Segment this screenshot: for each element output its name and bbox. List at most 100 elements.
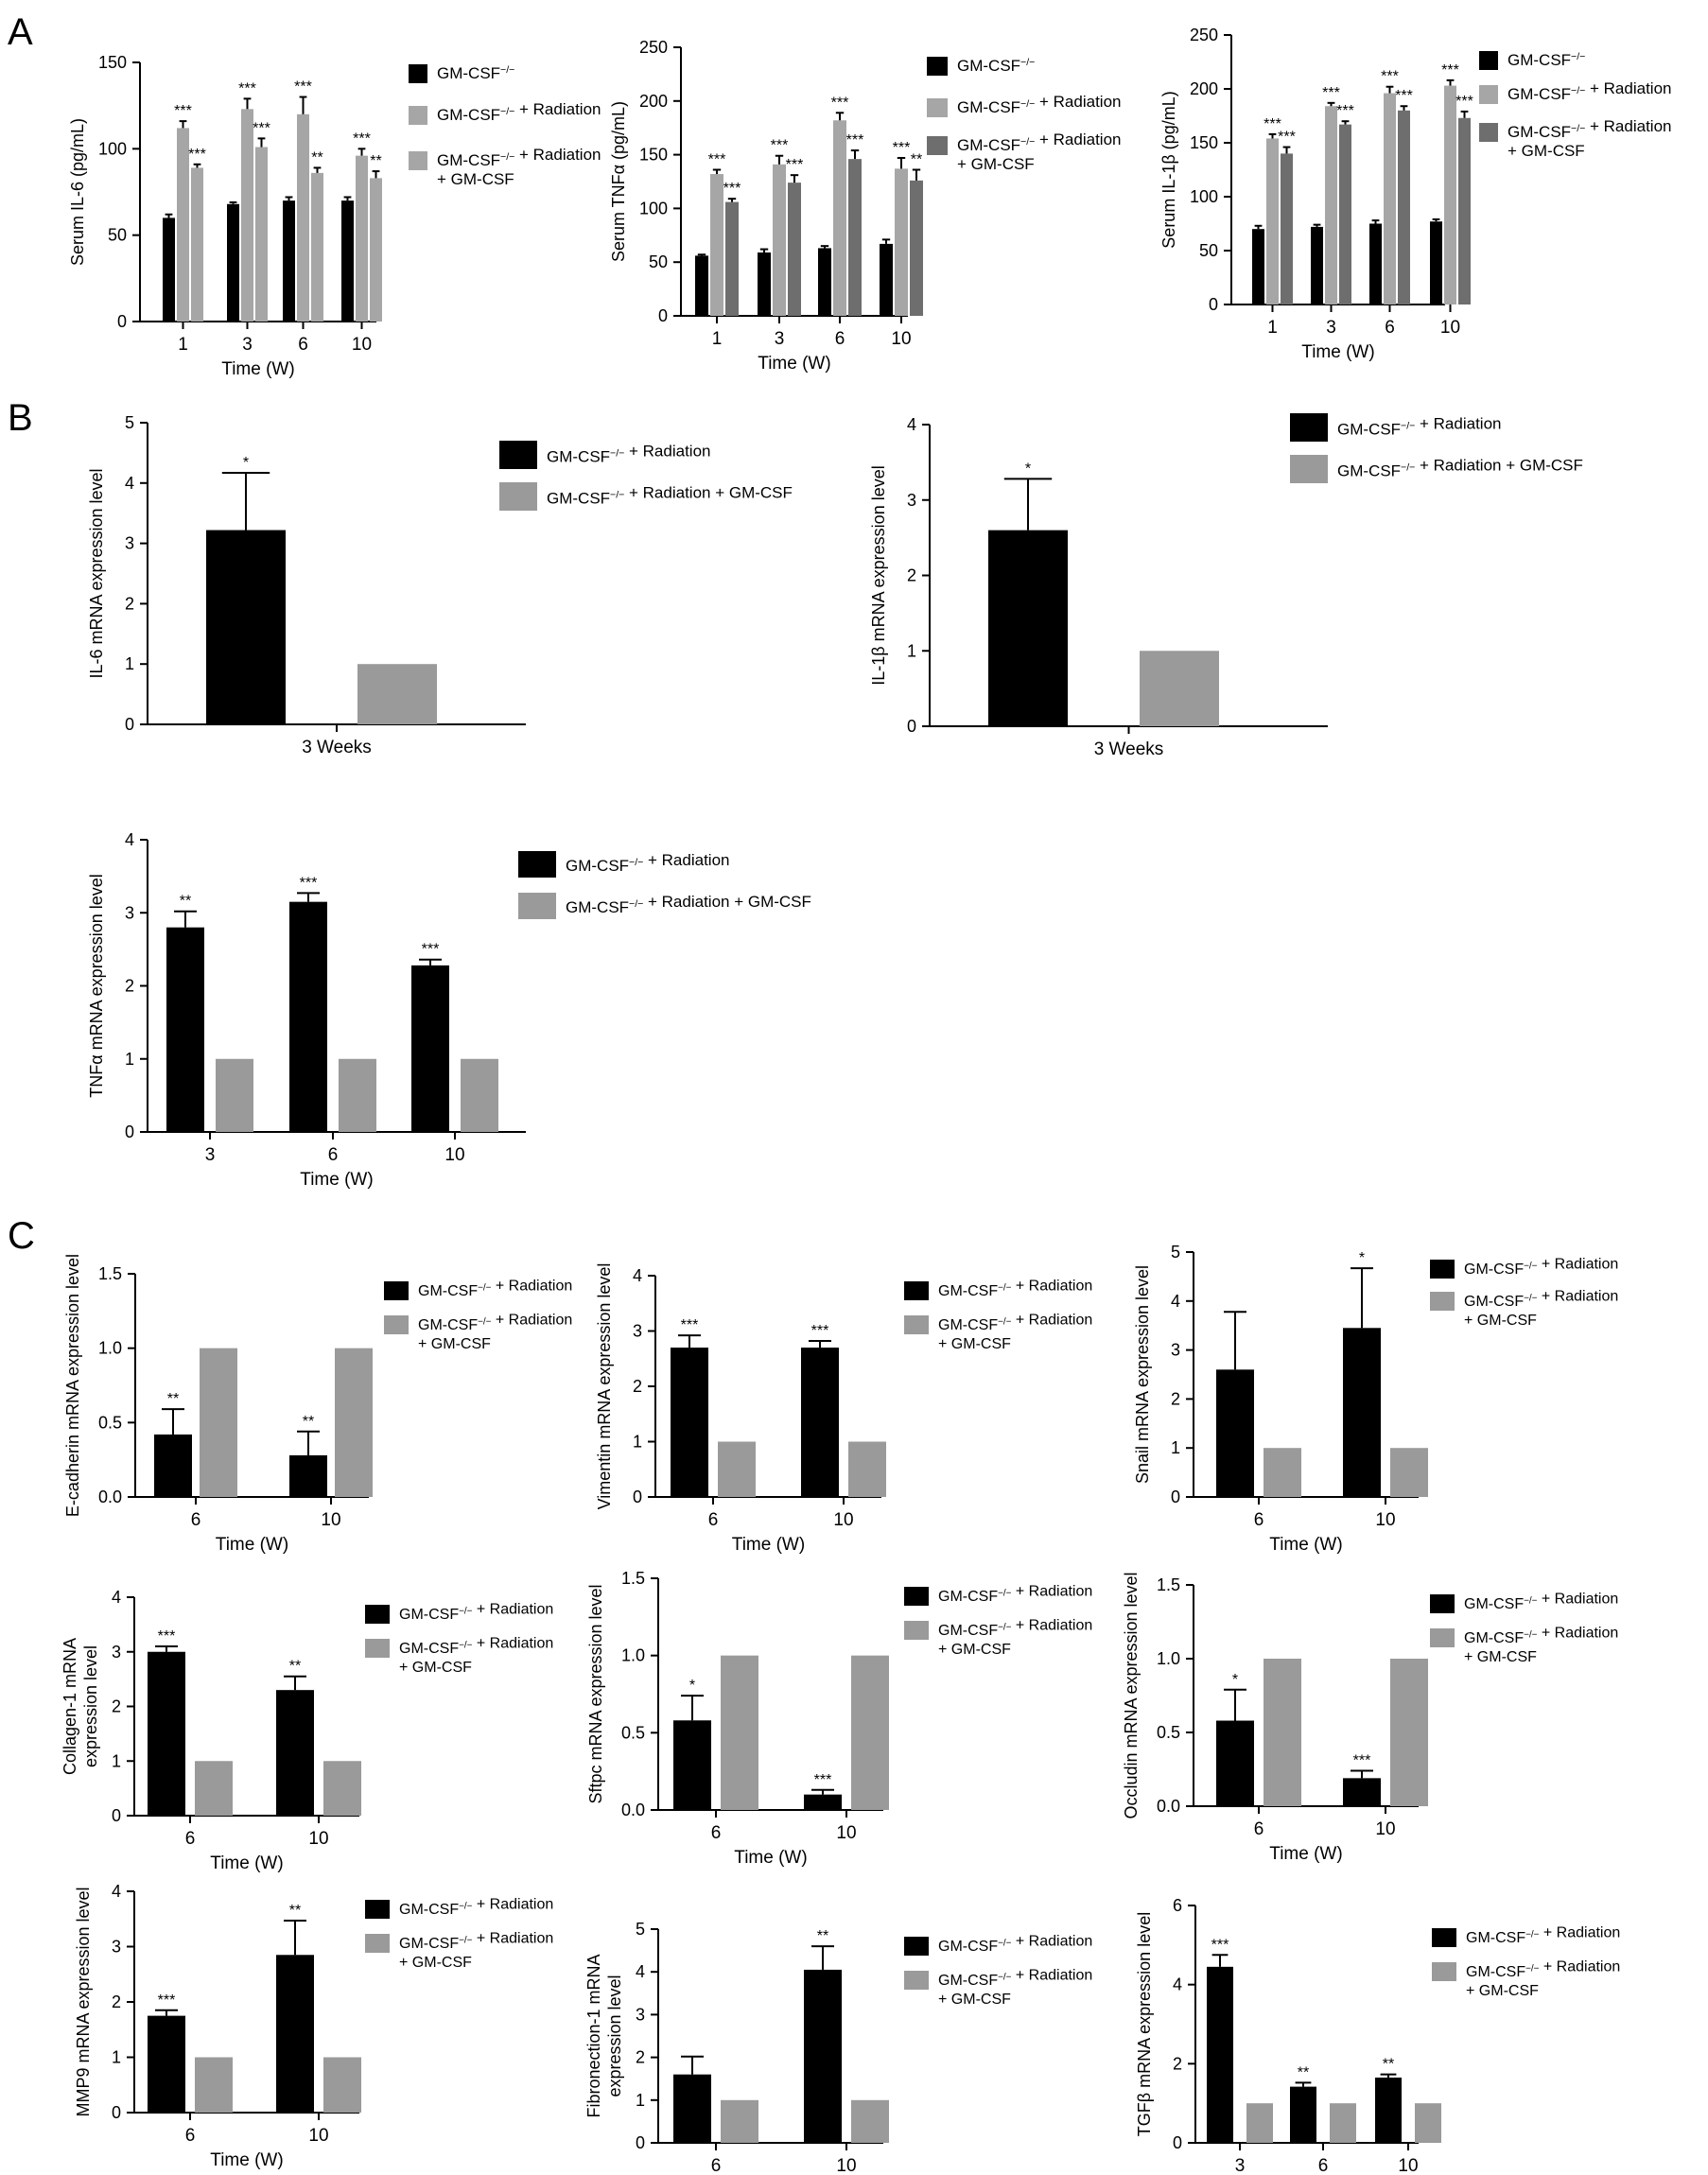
chart-c7: 0 1 2 3 4 MMP9 mRNA expression level *** 6 ** 10 T…	[74, 1882, 553, 2170]
y-tick-label: 0	[633, 1488, 642, 1506]
chart-c9: 0 2 4 6 TGFβ mRNA expression level *** 3 ** 6 ** 1…	[1135, 1896, 1620, 2175]
y-tick-label: 5	[125, 413, 134, 432]
x-tick-label: 10	[1398, 2156, 1418, 2175]
bar	[1311, 226, 1323, 304]
legend-swatch	[384, 1315, 409, 1334]
y-tick-label: 250	[1190, 26, 1218, 44]
x-axis-label: Time (W)	[216, 1535, 288, 1555]
y-axis-label: MMP9 mRNA expression level	[74, 1887, 93, 2116]
bar	[163, 218, 175, 322]
x-tick-label: 3	[242, 335, 253, 355]
legend-label: GM-CSF−/− + Radiation	[938, 1583, 1092, 1605]
bar	[191, 167, 203, 322]
significance-label: ***	[1381, 69, 1399, 85]
bar	[297, 113, 309, 322]
bar	[788, 183, 801, 316]
legend-label: + GM-CSF	[1464, 1649, 1537, 1665]
legend-label: + GM-CSF	[399, 1660, 472, 1676]
bar	[1369, 223, 1382, 304]
legend-label: GM-CSF−/− + Radiation	[1464, 1625, 1618, 1646]
bar	[801, 1348, 839, 1497]
legend-label: + GM-CSF	[399, 1955, 472, 1971]
legend-swatch	[1430, 1292, 1455, 1311]
x-tick-label: 6	[711, 1823, 722, 1843]
legend-swatch	[904, 1937, 929, 1956]
legend-label: GM-CSF−/− + Radiation	[418, 1312, 572, 1333]
y-axis-label: Serum IL-6 (pg/mL)	[68, 118, 87, 266]
legend-label: GM-CSF−/− + Radiation	[399, 1930, 553, 1952]
chart-c2: 0 1 2 3 4 Vimentin mRNA expression level *** 6 *…	[595, 1263, 1092, 1555]
y-tick-label: 1	[112, 2048, 121, 2067]
y-tick-label: 2	[125, 594, 134, 613]
significance-label: ***	[1395, 88, 1413, 104]
significance-label: **	[167, 1391, 179, 1407]
bar	[1207, 1966, 1233, 2143]
bar	[1339, 124, 1351, 304]
chart-c5: 0.0 0.5 1.0 1.5 Sftpc mRNA expression level *…	[586, 1569, 1092, 1868]
x-axis-label: Time (W)	[734, 1848, 807, 1868]
y-axis-label: Occludin mRNA expression level	[1122, 1572, 1141, 1818]
significance-label: ***	[174, 103, 192, 119]
bar	[1290, 2086, 1316, 2143]
y-tick-label: 4	[125, 474, 134, 493]
x-tick-label: 10	[836, 2156, 856, 2175]
bar	[283, 200, 295, 322]
y-tick-label: 1	[125, 654, 134, 673]
chart-b2: 0 1 2 3 4 IL-1β mRNA expression level * 3 Weeks…	[869, 413, 1583, 759]
bar	[1330, 2103, 1356, 2143]
legend-swatch	[499, 482, 537, 511]
y-tick-label: 2	[125, 977, 134, 996]
bar	[335, 1348, 373, 1497]
significance-label: ***	[1455, 94, 1473, 110]
significance-label: ***	[1211, 1937, 1229, 1953]
bar	[276, 1955, 314, 2113]
legend-label: GM-CSF−/− + Radiation	[399, 1896, 553, 1918]
x-tick-label: 3	[1235, 2156, 1246, 2175]
y-axis-label: expression level	[605, 1975, 624, 2097]
y-axis-label: expression level	[81, 1645, 100, 1767]
legend-label: GM-CSF−/− + Radiation	[957, 130, 1121, 154]
bar	[988, 530, 1068, 726]
y-tick-label: 0	[636, 2133, 645, 2152]
y-axis-label: TNFα mRNA expression level	[87, 874, 106, 1097]
significance-label: **	[180, 894, 191, 910]
significance-label: **	[289, 1903, 301, 1919]
bar	[148, 1651, 185, 1816]
y-tick-label: 3	[125, 903, 134, 922]
y-tick-label: 200	[639, 92, 668, 111]
x-axis-label: Time (W)	[1301, 342, 1374, 362]
y-tick-label: 2	[1171, 1389, 1180, 1408]
legend-label: GM-CSF−/−	[437, 64, 514, 82]
legend-swatch	[409, 151, 427, 170]
significance-label: ***	[300, 875, 318, 891]
bar	[166, 927, 204, 1132]
y-tick-label: 5	[636, 1920, 645, 1939]
y-tick-label: 1	[633, 1433, 642, 1452]
bar	[289, 901, 327, 1132]
bar	[1458, 117, 1471, 304]
x-tick-label: 6	[191, 1510, 201, 1530]
y-tick-label: 0	[658, 306, 668, 325]
legend-swatch	[1432, 1962, 1456, 1981]
bar	[673, 1720, 711, 1810]
x-tick-label: 10	[891, 329, 911, 349]
y-axis-label: Fibronection-1 mRNA	[584, 1954, 603, 2117]
y-tick-label: 0	[1173, 2133, 1182, 2152]
legend-swatch	[1430, 1594, 1455, 1613]
x-tick-label: 6	[1385, 318, 1395, 338]
y-tick-label: 50	[108, 226, 127, 245]
y-tick-label: 1.0	[98, 1339, 122, 1358]
y-tick-label: 0	[125, 1122, 134, 1141]
bar	[370, 178, 382, 322]
legend-swatch	[1479, 123, 1498, 142]
y-axis-label: TGFβ mRNA expression level	[1135, 1912, 1154, 2136]
legend-swatch	[1290, 413, 1328, 442]
legend-swatch	[904, 1315, 929, 1334]
significance-label: **	[817, 1928, 828, 1944]
y-tick-label: 4	[907, 415, 916, 434]
y-axis-label: Serum TNFα (pg/mL)	[609, 101, 628, 262]
y-tick-label: 3	[907, 491, 916, 510]
y-tick-label: 150	[1190, 133, 1218, 152]
bar	[195, 1761, 233, 1816]
panel-label-b: B	[8, 397, 33, 439]
